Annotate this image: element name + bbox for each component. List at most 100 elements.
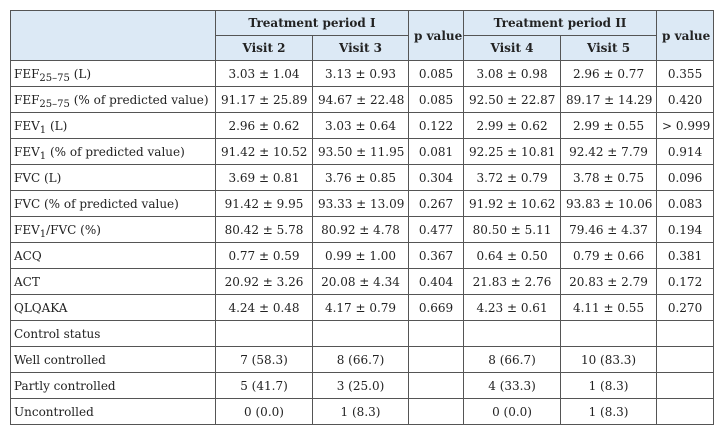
row-label: FEV1 (L) xyxy=(10,112,216,139)
table-row: ACT 20.92 ± 3.26 20.08 ± 4.34 0.404 21.83 ± … xyxy=(10,268,715,295)
value-cell: 91.42 ± 10.52 xyxy=(215,138,313,165)
p-value-cell: 0.669 xyxy=(408,294,465,321)
label-subscript: 25–75 xyxy=(39,72,70,84)
value-cell: 80.50 ± 5.11 xyxy=(463,216,562,243)
p-value-cell: 0.267 xyxy=(408,190,465,217)
empty-cell xyxy=(463,320,562,347)
empty-cell xyxy=(215,320,313,347)
table-row: FEV1 (% of predicted value) 91.42 ± 10.52… xyxy=(10,138,715,165)
value-cell: 91.42 ± 9.95 xyxy=(215,190,313,217)
label-suffix: (% of predicted value) xyxy=(46,144,185,159)
p-value-cell: 0.083 xyxy=(656,190,715,217)
row-label: Well controlled xyxy=(10,346,216,373)
p-value-cell: 0.081 xyxy=(408,138,465,165)
table-row: FEV1/FVC (%) 80.42 ± 5.78 80.92 ± 4.78 0.47… xyxy=(10,216,715,243)
value-cell: 0.64 ± 0.50 xyxy=(463,242,562,269)
table-row: FVC (% of predicted value) 91.42 ± 9.95 93… xyxy=(10,190,715,217)
visit-header: Visit 4 xyxy=(463,35,562,61)
p-value-cell: 0.381 xyxy=(656,242,715,269)
value-cell: 3.13 ± 0.93 xyxy=(311,60,410,87)
value-cell: 0 (0.0) xyxy=(215,398,313,425)
value-cell: 92.42 ± 7.79 xyxy=(560,138,658,165)
label-subscript: 1 xyxy=(39,150,47,162)
value-cell: 1 (8.3) xyxy=(311,398,410,425)
label-suffix: (L) xyxy=(69,66,92,81)
value-cell: 2.96 ± 0.62 xyxy=(215,112,313,139)
value-cell: 92.50 ± 22.87 xyxy=(463,86,562,113)
value-cell: 1 (8.3) xyxy=(560,398,658,425)
row-label: FEF25–75 (L) xyxy=(10,60,216,87)
value-cell: 3.03 ± 0.64 xyxy=(311,112,410,139)
value-cell: 3.72 ± 0.79 xyxy=(463,164,562,191)
row-label: ACQ xyxy=(10,242,216,269)
value-cell: 4 (33.3) xyxy=(463,372,562,399)
p-value-cell: 0.085 xyxy=(408,86,465,113)
value-cell: 3.69 ± 0.81 xyxy=(215,164,313,191)
empty-cell xyxy=(656,372,715,399)
value-cell: 10 (83.3) xyxy=(560,346,658,373)
value-cell: 21.83 ± 2.76 xyxy=(463,268,562,295)
value-cell: 3.08 ± 0.98 xyxy=(463,60,562,87)
empty-cell xyxy=(408,320,465,347)
p-value-cell: 0.194 xyxy=(656,216,715,243)
table-row: Uncontrolled 0 (0.0) 1 (8.3) 0 (0.0) 1 (8.3) xyxy=(10,398,715,425)
results-table: Treatment period I p value Treatment per… xyxy=(10,10,715,425)
p-value-header: p value xyxy=(408,10,465,61)
value-cell: 3.03 ± 1.04 xyxy=(215,60,313,87)
table-row: ACQ 0.77 ± 0.59 0.99 ± 1.00 0.367 0.64 ± 0.5… xyxy=(10,242,715,269)
p-value-cell: > 0.999 xyxy=(656,112,715,139)
visit-header: Visit 5 xyxy=(560,35,658,61)
value-cell: 93.33 ± 13.09 xyxy=(311,190,410,217)
value-cell: 20.83 ± 2.79 xyxy=(560,268,658,295)
table-row: QLQAKA 4.24 ± 0.48 4.17 ± 0.79 0.669 4.23 ± … xyxy=(10,294,715,321)
p-value-cell: 0.355 xyxy=(656,60,715,87)
value-cell: 4.23 ± 0.61 xyxy=(463,294,562,321)
p-value-cell: 0.304 xyxy=(408,164,465,191)
value-cell: 94.67 ± 22.48 xyxy=(311,86,410,113)
visit-header: Visit 3 xyxy=(311,35,410,61)
label-subscript: 25–75 xyxy=(39,98,70,110)
table-row: Partly controlled 5 (41.7) 3 (25.0) 4 (33.3… xyxy=(10,372,715,399)
empty-cell xyxy=(656,320,715,347)
value-cell: 3 (25.0) xyxy=(311,372,410,399)
empty-cell xyxy=(656,346,715,373)
corner-cell xyxy=(10,10,216,61)
label-suffix: (% of predicted value) xyxy=(69,92,209,107)
row-label: FEV1/FVC (%) xyxy=(10,216,216,243)
p-value-cell: 0.270 xyxy=(656,294,715,321)
value-cell: 4.17 ± 0.79 xyxy=(311,294,410,321)
value-cell: 2.96 ± 0.77 xyxy=(560,60,658,87)
value-cell: 0.77 ± 0.59 xyxy=(215,242,313,269)
value-cell: 20.92 ± 3.26 xyxy=(215,268,313,295)
p-value-cell: 0.172 xyxy=(656,268,715,295)
p-value-cell: 0.367 xyxy=(408,242,465,269)
empty-cell xyxy=(408,346,465,373)
label-text: FEV xyxy=(14,144,40,159)
empty-cell xyxy=(408,398,465,425)
table-row: Control status xyxy=(10,320,715,347)
value-cell: 91.17 ± 25.89 xyxy=(215,86,313,113)
p-value-cell: 0.420 xyxy=(656,86,715,113)
value-cell: 80.42 ± 5.78 xyxy=(215,216,313,243)
label-subscript: 1 xyxy=(39,228,47,240)
value-cell: 0.99 ± 1.00 xyxy=(311,242,410,269)
value-cell: 3.76 ± 0.85 xyxy=(311,164,410,191)
row-label: FEF25–75 (% of predicted value) xyxy=(10,86,216,113)
value-cell: 1 (8.3) xyxy=(560,372,658,399)
p-value-header: p value xyxy=(656,10,715,61)
p-value-cell: 0.085 xyxy=(408,60,465,87)
value-cell: 93.50 ± 11.95 xyxy=(311,138,410,165)
row-label: FEV1 (% of predicted value) xyxy=(10,138,216,165)
p-value-cell: 0.096 xyxy=(656,164,715,191)
group-header: Treatment period I xyxy=(214,10,410,36)
value-cell: 0.79 ± 0.66 xyxy=(560,242,658,269)
row-label: FVC (% of predicted value) xyxy=(10,190,216,217)
table-row: Well controlled 7 (58.3) 8 (66.7) 8 (66.7) 1… xyxy=(10,346,715,373)
value-cell: 8 (66.7) xyxy=(463,346,562,373)
empty-cell xyxy=(408,372,465,399)
value-cell: 8 (66.7) xyxy=(311,346,410,373)
value-cell: 2.99 ± 0.55 xyxy=(560,112,658,139)
header-row: Visit 2 Visit 3 Visit 4 Visit 5 xyxy=(11,35,714,61)
value-cell: 4.11 ± 0.55 xyxy=(560,294,658,321)
